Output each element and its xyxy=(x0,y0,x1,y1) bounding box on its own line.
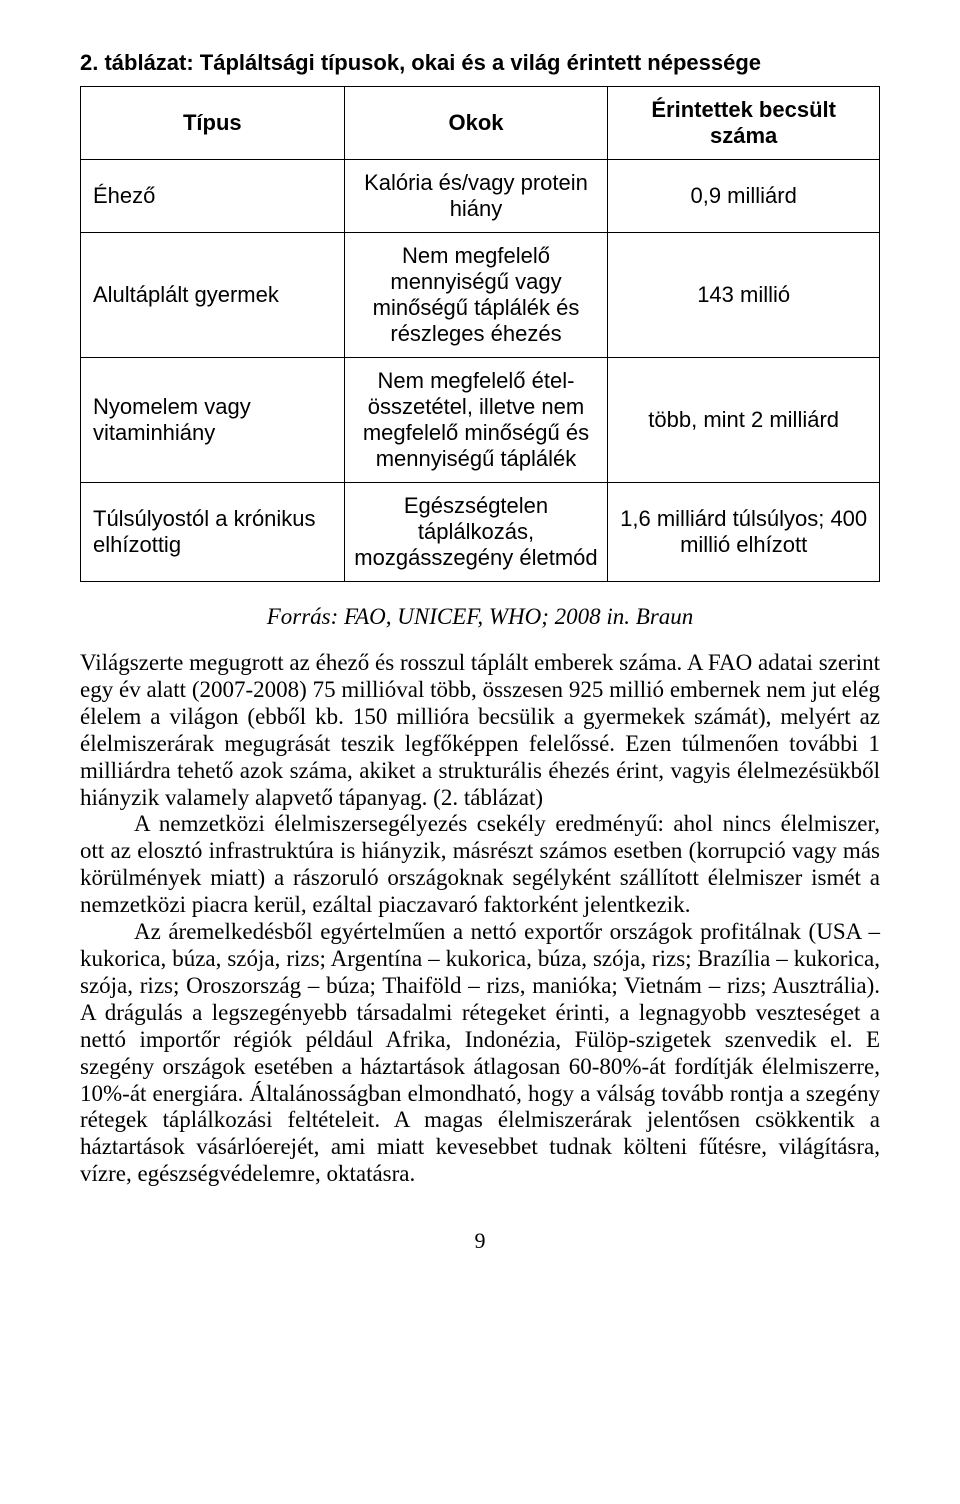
page-container: 2. táblázat: Tápláltsági típusok, okai é… xyxy=(0,0,960,1284)
cell-cause: Nem megfelelő étel-összetétel, illetve n… xyxy=(344,358,608,483)
cell-cause: Kalória és/vagy protein hiány xyxy=(344,160,608,233)
table-title: 2. táblázat: Tápláltsági típusok, okai é… xyxy=(80,50,880,76)
cell-type: Éhező xyxy=(81,160,345,233)
nutrition-table: Típus Okok Érintettek becsült száma Éhez… xyxy=(80,86,880,582)
cell-count: 143 millió xyxy=(608,233,880,358)
table-row: Nyomelem vagy vitaminhiány Nem megfelelő… xyxy=(81,358,880,483)
cell-count: több, mint 2 milliárd xyxy=(608,358,880,483)
cell-count: 1,6 milliárd túlsúlyos; 400 millió elhíz… xyxy=(608,483,880,582)
table-row: Túlsúlyostól a krónikus elhízottig Egész… xyxy=(81,483,880,582)
table-row: Éhező Kalória és/vagy protein hiány 0,9 … xyxy=(81,160,880,233)
cell-type: Nyomelem vagy vitaminhiány xyxy=(81,358,345,483)
cell-type: Alultáplált gyermek xyxy=(81,233,345,358)
table-header-causes: Okok xyxy=(344,87,608,160)
body-paragraph-1: Világszerte megugrott az éhező és rosszu… xyxy=(80,650,880,811)
body-paragraph-2: A nemzetközi élelmiszersegélyezés csekél… xyxy=(80,811,880,919)
table-source: Forrás: FAO, UNICEF, WHO; 2008 in. Braun xyxy=(80,604,880,630)
body-paragraph-3: Az áremelkedésből egyértelműen a nettó e… xyxy=(80,919,880,1188)
cell-cause: Egészségtelen táplálkozás, mozgásszegény… xyxy=(344,483,608,582)
table-header-row: Típus Okok Érintettek becsült száma xyxy=(81,87,880,160)
table-header-count: Érintettek becsült száma xyxy=(608,87,880,160)
table-row: Alultáplált gyermek Nem megfelelő mennyi… xyxy=(81,233,880,358)
page-number: 9 xyxy=(80,1228,880,1254)
cell-type: Túlsúlyostól a krónikus elhízottig xyxy=(81,483,345,582)
cell-count: 0,9 milliárd xyxy=(608,160,880,233)
table-header-type: Típus xyxy=(81,87,345,160)
cell-cause: Nem megfelelő mennyiségű vagy minőségű t… xyxy=(344,233,608,358)
